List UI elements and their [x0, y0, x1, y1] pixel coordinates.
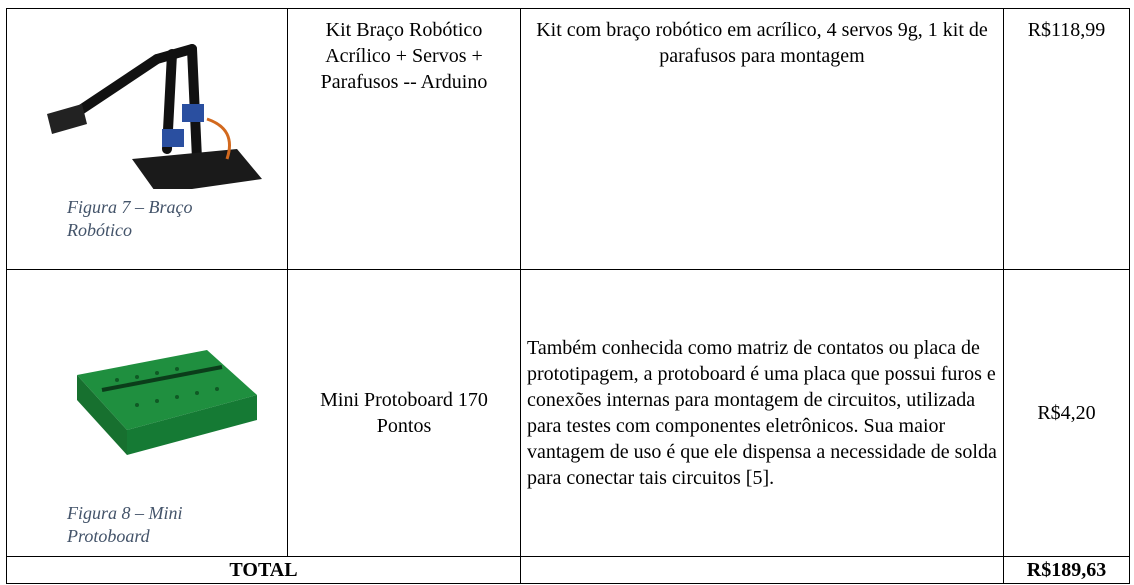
product-table: Figura 7 – Braço Robótico Kit Braço Robó…: [6, 8, 1130, 584]
product-description: Kit com braço robótico em acrílico, 4 se…: [520, 8, 1004, 270]
robot-arm-image: [47, 44, 262, 194]
figure-caption: Figura 7 – Braço Robótico: [67, 197, 193, 240]
product-name: Mini Protoboard 170 Pontos: [287, 269, 521, 557]
total-label: TOTAL: [6, 556, 521, 584]
image-cell: Figura 7 – Braço Robótico: [6, 8, 288, 270]
product-price: R$4,20: [1003, 269, 1130, 557]
figure-caption: Figura 8 – Mini Protoboard: [67, 503, 183, 546]
product-description: Também conhecida como matriz de contatos…: [520, 269, 1004, 557]
product-price: R$118,99: [1003, 8, 1130, 270]
product-name: Kit Braço Robótico Acrílico + Servos + P…: [287, 8, 521, 270]
total-price: R$189,63: [1003, 556, 1130, 584]
table-row: Figura 8 – Mini Protoboard Mini Protoboa…: [6, 269, 1130, 557]
table-row: Figura 7 – Braço Robótico Kit Braço Robó…: [6, 8, 1130, 270]
image-cell: Figura 8 – Mini Protoboard: [6, 269, 288, 557]
empty-cell: [520, 556, 1004, 584]
total-row: TOTAL R$189,63: [6, 556, 1130, 584]
protoboard-image: [77, 350, 257, 455]
